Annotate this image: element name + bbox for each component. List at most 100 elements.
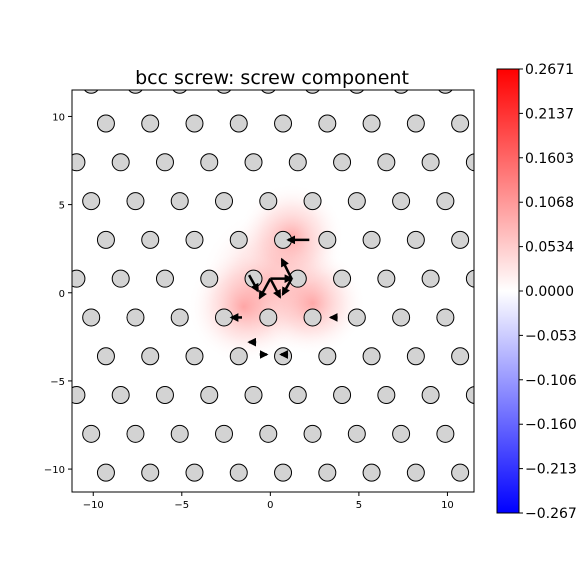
atom (201, 37, 218, 54)
atom (259, 308, 278, 327)
atom (38, 76, 55, 93)
plot-frame (71, 89, 475, 493)
atom (96, 114, 115, 133)
atom (38, 193, 55, 210)
x-tick-label: 5 (356, 500, 362, 511)
atom (229, 347, 248, 366)
colorbar-tick-label: −0.0534 (525, 328, 576, 344)
atom (421, 269, 440, 288)
atom (274, 347, 293, 366)
atom (438, 90, 453, 94)
atom (156, 503, 173, 520)
atom (185, 230, 204, 249)
atom (83, 90, 99, 94)
atom (481, 76, 498, 93)
x-tick-label: 10 (441, 500, 454, 511)
atom (481, 309, 498, 326)
atom (38, 309, 55, 326)
atom (201, 503, 218, 520)
atom (347, 308, 366, 327)
atom (172, 90, 188, 94)
atom (421, 386, 440, 405)
atom (112, 503, 129, 520)
atom (170, 424, 189, 443)
atom (378, 37, 395, 54)
y-tick-label: −10 (44, 465, 65, 476)
atom (422, 503, 439, 520)
atom (406, 463, 425, 482)
atom (451, 463, 470, 482)
x-tick-label: −5 (174, 500, 189, 511)
arrow-layer (229, 235, 338, 359)
atom (141, 347, 160, 366)
atom (466, 503, 483, 520)
atom (72, 269, 86, 288)
atom (305, 90, 320, 94)
atom (362, 230, 381, 249)
atom (68, 37, 85, 54)
atom (126, 424, 145, 443)
atom (96, 230, 115, 249)
atom (0, 309, 11, 326)
atom (141, 114, 160, 133)
y-tick-label: 0 (59, 289, 65, 300)
colorbar-tick-label: 0.1603 (525, 151, 574, 167)
atom (465, 153, 474, 172)
atom (24, 37, 41, 54)
atom (570, 76, 576, 93)
atom (406, 114, 425, 133)
atom (289, 37, 306, 54)
atom (155, 153, 174, 172)
atom (24, 154, 41, 171)
atom (0, 76, 11, 93)
atom (421, 153, 440, 172)
atom (229, 230, 248, 249)
atom (170, 192, 189, 211)
atom (466, 37, 483, 54)
atom (185, 347, 204, 366)
atom (555, 387, 572, 404)
displacement-arrow (269, 278, 282, 299)
atom (362, 114, 381, 133)
atom (244, 386, 263, 405)
atom (318, 463, 337, 482)
atom (406, 230, 425, 249)
atom (200, 153, 219, 172)
x-tick-label: 0 (267, 500, 273, 511)
atom (215, 424, 234, 443)
atom (259, 192, 278, 211)
y-tick-label: 10 (52, 112, 65, 123)
atom (347, 424, 366, 443)
atom (72, 386, 86, 405)
atom (245, 37, 262, 54)
atom (53, 231, 70, 248)
atom (82, 308, 101, 327)
atom (229, 463, 248, 482)
atom (570, 309, 576, 326)
atom (422, 37, 439, 54)
x-axis: −10 −5 0 5 10 (83, 492, 454, 511)
colorbar-tick-label: 0.2137 (525, 106, 574, 122)
atom (128, 90, 143, 94)
atom (185, 463, 204, 482)
plot-area (0, 37, 576, 520)
colorbar-tick-label: 0.2671 (525, 62, 574, 78)
atom (436, 192, 455, 211)
atom (333, 386, 352, 405)
atom (156, 37, 173, 54)
atom (141, 463, 160, 482)
atom-layer (0, 37, 576, 520)
atom (288, 386, 307, 405)
atom (393, 90, 409, 94)
atom (318, 347, 337, 366)
colorbar-tick-label: 0.0000 (525, 284, 574, 300)
colorbar-tick-label: 0.0534 (525, 240, 574, 256)
displacement-arrow (248, 274, 260, 293)
atom (155, 386, 174, 405)
atom (9, 115, 26, 132)
atom (72, 153, 86, 172)
colorbar-tick-label: −0.1068 (525, 373, 576, 389)
atom (451, 347, 470, 366)
colorbar-tick-label: 0.1068 (525, 195, 574, 211)
